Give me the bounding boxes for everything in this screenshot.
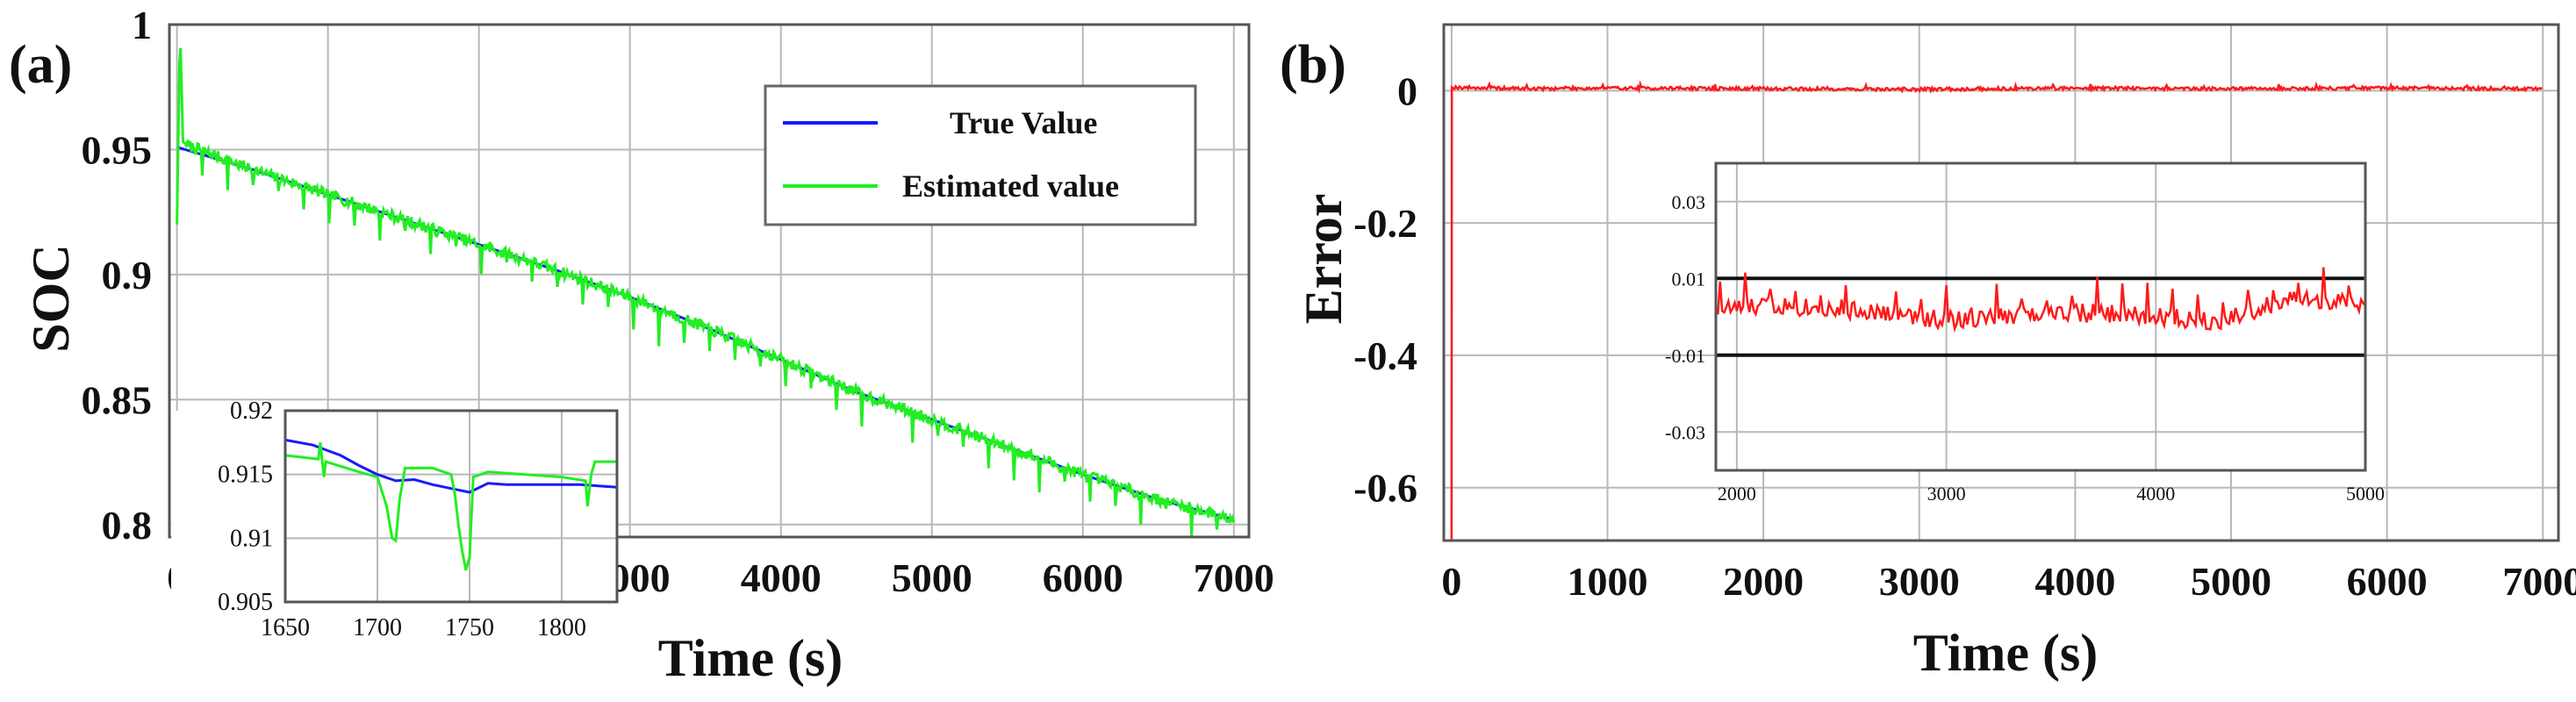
panel-b: (b) 0 1000 2000 3000 4000 5000 6000 7000 0 -0.2 -0… xyxy=(1280,23,2576,682)
panel-b-plot-frame xyxy=(1442,23,2560,542)
y-tick-label-0.95: 0.95 xyxy=(82,127,153,172)
x-tick-label-5000: 5000 xyxy=(2346,483,2385,505)
y-tick-label-0.8: 0.8 xyxy=(102,503,153,548)
panel-a: (a) 010002000300040005000600070000.80.85… xyxy=(9,3,1274,687)
legend-box xyxy=(764,84,1197,226)
x-tick-label-5000: 5000 xyxy=(2191,559,2271,604)
panel-a-y-axis-label: SOC xyxy=(22,244,80,352)
inset-a-ticks: 1650 1700 1750 1800 0.905 0.91 0.915 0.92 xyxy=(218,398,586,641)
y-tick-label-0.9: 0.9 xyxy=(102,253,153,297)
panel-a-x-axis-label: Time (s) xyxy=(658,629,843,687)
y-tick-label-0.85: 0.85 xyxy=(82,377,153,422)
y-tick-label--0.2: -0.2 xyxy=(1353,201,1417,246)
x-tick-label-4000: 4000 xyxy=(2034,559,2115,604)
x-tick-label-1000: 1000 xyxy=(1568,559,1648,604)
y-tick-label-0.03: 0.03 xyxy=(1672,191,1706,213)
x-tick-label-6000: 6000 xyxy=(1043,555,1123,600)
x-tick-label-4000: 4000 xyxy=(2136,483,2175,505)
panel-a-inset: 1650 1700 1750 1800 0.905 0.91 0.915 0.92 xyxy=(171,398,619,646)
panel-b-series xyxy=(1450,80,2544,541)
panel-b-letter: (b) xyxy=(1280,35,1346,95)
y-tick-label-1: 1 xyxy=(132,3,152,47)
inset-a-line-estimated-value xyxy=(284,442,617,571)
inset-a-line-true-value xyxy=(284,438,618,494)
panel-b-y-axis-label: Error xyxy=(1295,194,1353,325)
x-tick-label-3000: 3000 xyxy=(1927,483,1966,505)
x-tick-label-6000: 6000 xyxy=(2347,559,2428,604)
x-tick-label-7000: 7000 xyxy=(2502,559,2576,604)
inset-b-series xyxy=(1715,267,2366,333)
y-tick-label-0.91: 0.91 xyxy=(230,525,273,552)
x-tick-label-2000: 2000 xyxy=(1718,483,1756,505)
panel-a-series xyxy=(176,47,1236,537)
y-tick-label--0.01: -0.01 xyxy=(1665,345,1705,367)
x-tick-label-3000: 3000 xyxy=(1879,559,1960,604)
panel-a-legend: True Value Estimated value xyxy=(764,84,1197,226)
legend-true-value-label: True Value xyxy=(950,105,1097,140)
panel-b-ticks: 0 1000 2000 3000 4000 5000 6000 7000 0 -0.2 -0.4 -0… xyxy=(1353,68,2576,604)
y-tick-label-0.915: 0.915 xyxy=(218,462,273,489)
inset-b-ticks: 2000 3000 4000 5000 0.03 0.01 -0.01 -0.03 xyxy=(1665,191,2385,505)
x-tick-label-1800: 1800 xyxy=(537,614,586,641)
x-tick-label-4000: 4000 xyxy=(741,555,822,600)
inset-b-frame xyxy=(1714,161,2367,472)
legend-estimated-value-label: Estimated value xyxy=(902,168,1119,204)
y-tick-label-0.92: 0.92 xyxy=(230,398,273,425)
y-tick-label--0.6: -0.6 xyxy=(1353,466,1417,511)
x-tick-label-1700: 1700 xyxy=(353,614,402,641)
x-tick-label-1650: 1650 xyxy=(261,614,310,641)
series-line-error xyxy=(1450,80,2544,541)
inset-a-series xyxy=(284,438,618,571)
inset-b-line-error xyxy=(1715,267,2366,333)
y-tick-label-0.01: 0.01 xyxy=(1672,268,1706,290)
panel-b-x-axis-label: Time (s) xyxy=(1913,624,2099,682)
y-tick-label--0.4: -0.4 xyxy=(1353,333,1417,378)
panel-a-letter: (a) xyxy=(9,35,72,95)
inset-b-bounds xyxy=(1716,276,2365,357)
y-tick-label-0.905: 0.905 xyxy=(218,589,273,616)
inset-a-background xyxy=(171,411,617,646)
inset-a-frame xyxy=(283,409,619,604)
panel-a-plot-frame xyxy=(168,23,1251,539)
x-tick-label-1750: 1750 xyxy=(445,614,494,641)
x-tick-label-2000: 2000 xyxy=(1723,559,1804,604)
x-tick-label-7000: 7000 xyxy=(1194,555,1274,600)
y-tick-label-0: 0 xyxy=(1397,68,1417,113)
y-tick-label--0.03: -0.03 xyxy=(1665,421,1705,443)
panel-b-inset: 2000 3000 4000 5000 0.03 0.01 -0.01 -0.03 xyxy=(1665,161,2385,505)
x-tick-label-0: 0 xyxy=(1441,559,1461,604)
series-line-estimated-value xyxy=(176,47,1236,537)
x-tick-label-5000: 5000 xyxy=(892,555,972,600)
